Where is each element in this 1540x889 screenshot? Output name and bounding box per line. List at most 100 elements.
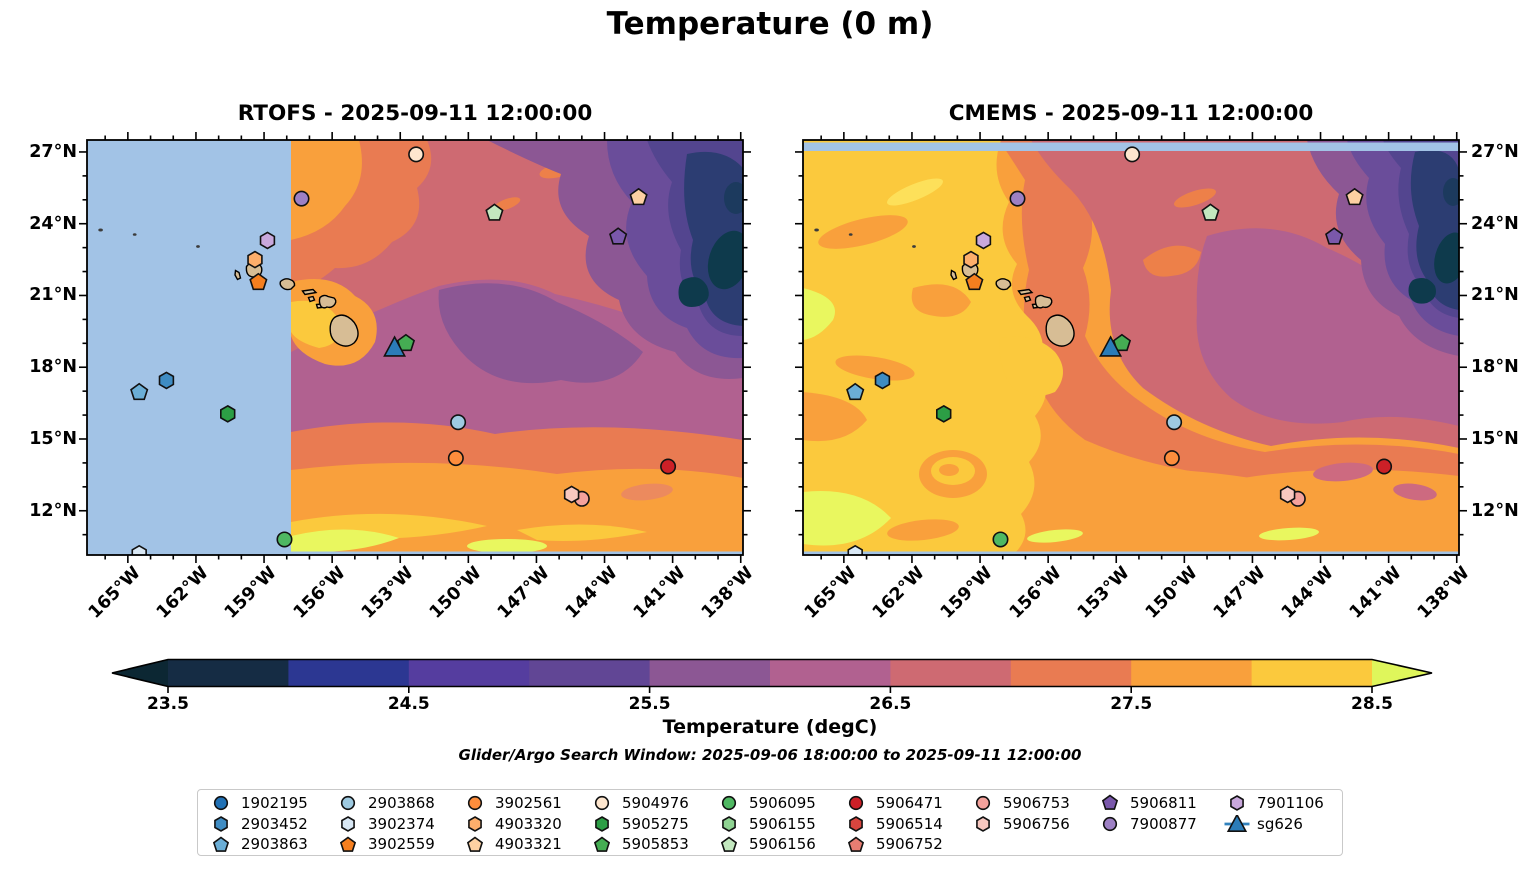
colorbar-band (1251, 659, 1373, 687)
cmems-frame (802, 139, 1460, 556)
legend-entry-5906471: 5906471 (843, 793, 943, 814)
legend-entry-2903863: 2903863 (208, 835, 308, 856)
legend-column-4: 5904976 5905275 5905853 (589, 793, 689, 855)
marker-5904976-cmems (1124, 146, 1141, 163)
legend-entry-5906753: 5906753 (970, 793, 1070, 814)
legend-entry-label: 5906752 (876, 835, 943, 854)
rtofs-xticklabel-138W: 138°W (698, 563, 758, 623)
colorbar (111, 658, 1433, 693)
legend-column-9: 7901106 sg626 (1224, 793, 1324, 835)
circle-marker-icon (340, 796, 356, 811)
legend-entry-label: 3902559 (368, 835, 435, 854)
marker-2903863 (212, 836, 230, 852)
marker-5906756 (976, 816, 990, 833)
cmems-platform-markers (846, 146, 1393, 555)
marker-5904976-rtofs (408, 146, 425, 163)
legend-entry-3902559: 3902559 (335, 835, 435, 856)
marker-5906514 (849, 816, 863, 833)
nw-islets (814, 228, 916, 248)
pentagon-marker-icon (1101, 794, 1119, 811)
marker-3902559-cmems (965, 272, 984, 291)
legend-entry-3902374: 3902374 (335, 814, 435, 835)
legend-entry-label: 5904976 (622, 793, 689, 812)
legend-column-3: 3902561 4903320 4903321 (462, 793, 562, 855)
marker-5906811-rtofs (609, 227, 628, 245)
cmems-yticklabel-15N: 15°N (1471, 428, 1519, 449)
rtofs-yticklabel-15N: 15°N (29, 428, 77, 449)
island-oahu (995, 278, 1012, 291)
legend-entry-4903320: 4903320 (462, 814, 562, 835)
legend-entry-7900877: 7900877 (1097, 814, 1197, 835)
colorbar-ticklabel-24.5: 24.5 (387, 694, 430, 714)
cmems-xticklabel-147W: 147°W (1209, 563, 1270, 623)
legend-entry-label: 7901106 (1257, 793, 1324, 812)
rtofs-xticklabel-144W: 144°W (561, 563, 622, 623)
legend-entry-1902195: 1902195 (208, 793, 308, 814)
marker-2903863-rtofs (130, 382, 149, 401)
legend: 1902195 2903452 2903863 2903868 3902374 39025… (197, 789, 1343, 856)
legend-entry-label: 3902374 (368, 814, 435, 833)
pentagon-marker-icon (593, 836, 611, 852)
legend-entry-5906095: 5906095 (716, 793, 816, 814)
hexagon-marker-icon (1230, 795, 1244, 812)
island-oahu (279, 278, 296, 291)
island-hawaii (329, 314, 359, 347)
legend-entry-label: 5906471 (876, 793, 943, 812)
rtofs-temperature-field (87, 140, 743, 555)
legend-entry-sg626: sg626 (1224, 814, 1324, 835)
rtofs-yticklabel-18N: 18°N (29, 357, 77, 378)
cmems-xticklabel-150W: 150°W (1141, 563, 1202, 623)
colorbar-ticklabel-25.5: 25.5 (628, 694, 671, 714)
legend-column-6: 5906471 5906514 5906752 (843, 793, 943, 855)
marker-2903868-rtofs (450, 414, 467, 431)
marker-1902195 (213, 796, 229, 811)
legend-entry-label: 2903863 (241, 835, 308, 854)
circle-marker-icon (213, 796, 229, 811)
colorbar-band (288, 659, 410, 687)
marker-3902561-rtofs (447, 450, 464, 467)
legend-entry-label: 5906514 (876, 814, 943, 833)
island-niihau (234, 269, 242, 281)
marker-7901106-rtofs (259, 231, 276, 250)
legend-entry-5906756: 5906756 (970, 814, 1070, 835)
legend-entry-label: 5906756 (1003, 814, 1070, 833)
rtofs-xticklabel-153W: 153°W (357, 563, 418, 623)
marker-4903321-cmems (1345, 187, 1364, 206)
pentagon-marker-icon (466, 836, 484, 852)
cmems-yticklabel-27N: 27°N (1471, 141, 1519, 162)
marker-5906471-cmems (1376, 458, 1393, 475)
legend-entry-label: 5906095 (749, 793, 816, 812)
marker-5906155 (722, 816, 736, 833)
marker-sg626-cmems (1099, 335, 1123, 357)
legend-entry-5906155: 5906155 (716, 814, 816, 835)
colorbar-band (408, 659, 530, 687)
marker-5906753 (975, 796, 991, 811)
marker-4903321 (466, 836, 484, 852)
island-niihau (950, 269, 958, 281)
marker-4903320 (468, 816, 482, 833)
rtofs-xticklabel-147W: 147°W (493, 563, 554, 623)
legend-entry-3902561: 3902561 (462, 793, 562, 814)
marker-5905853-rtofs (396, 333, 416, 352)
figure-title: Temperature (0 m) (606, 6, 934, 42)
colorbar-ticklabel-26.5: 26.5 (869, 694, 912, 714)
colorbar-over-arrow (1372, 659, 1432, 687)
rtofs-platform-markers (130, 146, 677, 555)
marker-sg626 (1226, 815, 1248, 833)
island-lanai (1023, 295, 1032, 303)
marker-5905853 (593, 836, 611, 852)
colorbar-ticklabel-23.5: 23.5 (147, 694, 189, 714)
rtofs-no-data-mask (87, 140, 291, 555)
pentagon-marker-icon (720, 836, 738, 852)
rtofs-map (79, 132, 751, 563)
colorbar-band (890, 659, 1012, 687)
legend-entry-label: 5906753 (1003, 793, 1070, 812)
legend-entry-label: 5906156 (749, 835, 816, 854)
island-hawaii (1045, 314, 1075, 347)
legend-entry-label: 3902561 (495, 793, 562, 812)
hexagon-marker-icon (722, 816, 736, 833)
marker-5906811-cmems (1325, 227, 1344, 245)
colorbar-band (1010, 659, 1132, 687)
colorbar-band (1131, 659, 1253, 687)
circle-marker-icon (1102, 817, 1118, 832)
